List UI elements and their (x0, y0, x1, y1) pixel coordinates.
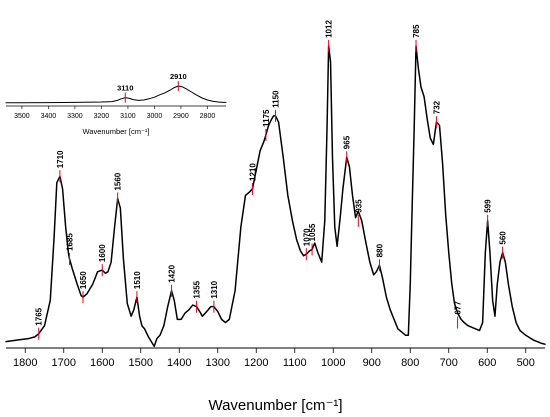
main-peak-label: 599 (484, 199, 493, 213)
main-peak-label: 677 (454, 301, 463, 315)
main-peak-label: 1765 (35, 307, 44, 325)
inset-x-tick-label: 2900 (173, 113, 189, 120)
inset-x-axis-title: Wavenumber [cm⁻¹] (82, 127, 149, 136)
main-peak-label: 1600 (98, 244, 107, 262)
main-x-tick-label: 1000 (321, 357, 345, 369)
main-x-axis-title: Wavenumber [cm⁻¹] (208, 397, 342, 414)
main-peak-label: 1650 (79, 271, 88, 289)
inset-x-tick-label: 3200 (94, 113, 110, 120)
inset-peak-label: 2910 (170, 72, 187, 81)
main-peak-label: 1055 (308, 223, 317, 241)
main-peak-label: 1510 (133, 271, 142, 289)
main-x-tick-label: 500 (517, 357, 535, 369)
main-peak-label: 560 (499, 231, 508, 245)
main-peak-label: 785 (412, 24, 421, 38)
inset-spectrum-plot: 3500 3400 3300 3200 3100 3000 2900 2800 Wavenumb… (5, 72, 227, 136)
main-x-tick-label: 900 (363, 357, 381, 369)
main-x-tick-label: 700 (440, 357, 458, 369)
inset-x-tick-label: 3300 (67, 113, 83, 120)
inset-spectrum-line (5, 85, 227, 104)
main-x-tick-label: 1100 (283, 357, 307, 369)
main-x-tick-label: 1600 (90, 357, 114, 369)
main-x-tick-label: 1200 (244, 357, 268, 369)
main-peak-label: 1210 (248, 163, 257, 181)
main-peak-label: 1310 (210, 280, 219, 298)
main-peak-label: 1012 (325, 20, 334, 38)
main-peak-label: 1710 (56, 150, 65, 168)
main-peak-label: 732 (432, 100, 441, 114)
inset-peak-label: 3110 (117, 84, 133, 93)
main-peak-label: 1560 (114, 172, 123, 190)
main-x-tick-label: 1400 (167, 357, 191, 369)
main-peak-label: 1685 (66, 233, 75, 251)
inset-x-tick-label: 3500 (14, 113, 30, 120)
main-peak-label: 1175 (262, 109, 271, 127)
main-peak-label: 1355 (193, 280, 202, 298)
main-peak-label: 880 (375, 243, 384, 257)
main-x-tick-label: 1500 (129, 357, 153, 369)
main-x-tick-label: 1700 (52, 357, 76, 369)
main-peak-label: 965 (343, 135, 352, 149)
main-peak-label: 935 (354, 199, 363, 213)
main-peak-label: 1420 (168, 264, 177, 282)
inset-x-tick-label: 2800 (200, 113, 216, 120)
inset-x-tick-label: 3400 (41, 113, 57, 120)
main-x-tick-label: 1300 (206, 357, 230, 369)
inset-x-tick-label: 3000 (147, 113, 163, 120)
inset-x-tick-label: 3100 (120, 113, 136, 120)
main-peak-label: 1150 (272, 90, 281, 108)
main-x-tick-label: 1800 (13, 357, 37, 369)
main-spectrum-plot: 1800 1700 1600 1500 1400 1300 1200 1100 1000 900 8… (5, 20, 546, 414)
main-peak-label: 1070 (302, 228, 311, 246)
main-x-tick-label: 600 (478, 357, 496, 369)
main-x-tick-label: 800 (401, 357, 419, 369)
